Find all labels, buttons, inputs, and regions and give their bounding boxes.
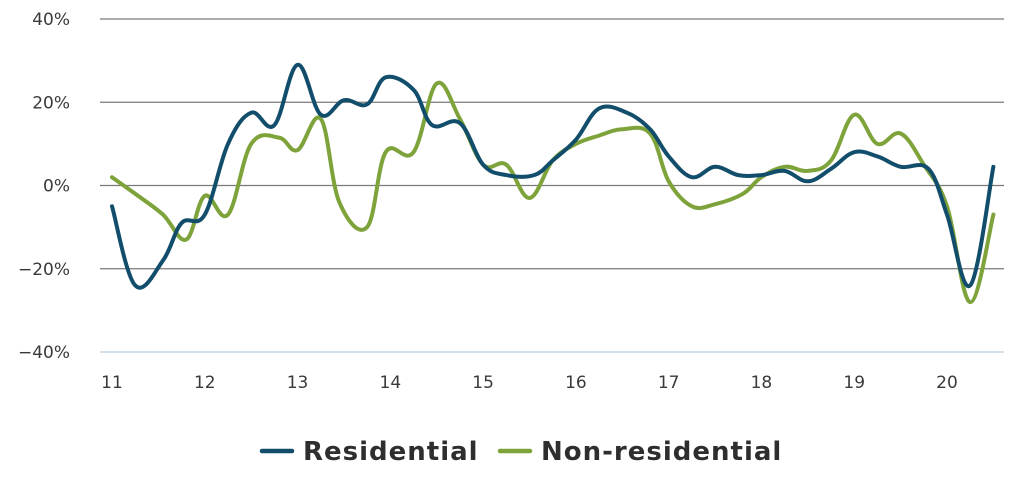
y-tick-label: 20% <box>32 93 70 113</box>
x-tick-label: 12 <box>194 373 216 393</box>
legend-label-non-residential: Non-residential <box>541 437 782 467</box>
y-tick-label: 40% <box>32 10 70 30</box>
y-tick-label: −20% <box>18 260 70 280</box>
y-axis-tick-labels: −40% −20% 0% 20% 40% <box>18 10 70 363</box>
x-tick-label: 19 <box>843 373 865 393</box>
series-line-residential <box>110 62 996 290</box>
y-tick-label: 0% <box>43 177 70 197</box>
x-tick-label: 15 <box>472 373 494 393</box>
x-tick-label: 11 <box>101 373 123 393</box>
x-tick-label: 16 <box>565 373 587 393</box>
legend-label-residential: Residential <box>303 437 479 467</box>
x-tick-label: 13 <box>287 373 309 393</box>
x-axis-tick-labels: 11 12 13 14 15 16 17 18 19 20 <box>101 373 958 393</box>
y-tick-label: −40% <box>18 343 70 363</box>
x-tick-label: 14 <box>380 373 402 393</box>
x-tick-label: 17 <box>658 373 680 393</box>
x-tick-label: 18 <box>751 373 773 393</box>
grid-layer <box>100 18 1004 353</box>
series-layer <box>110 62 996 305</box>
x-tick-label: 20 <box>936 373 958 393</box>
legend: Residential Non-residential <box>259 437 782 467</box>
